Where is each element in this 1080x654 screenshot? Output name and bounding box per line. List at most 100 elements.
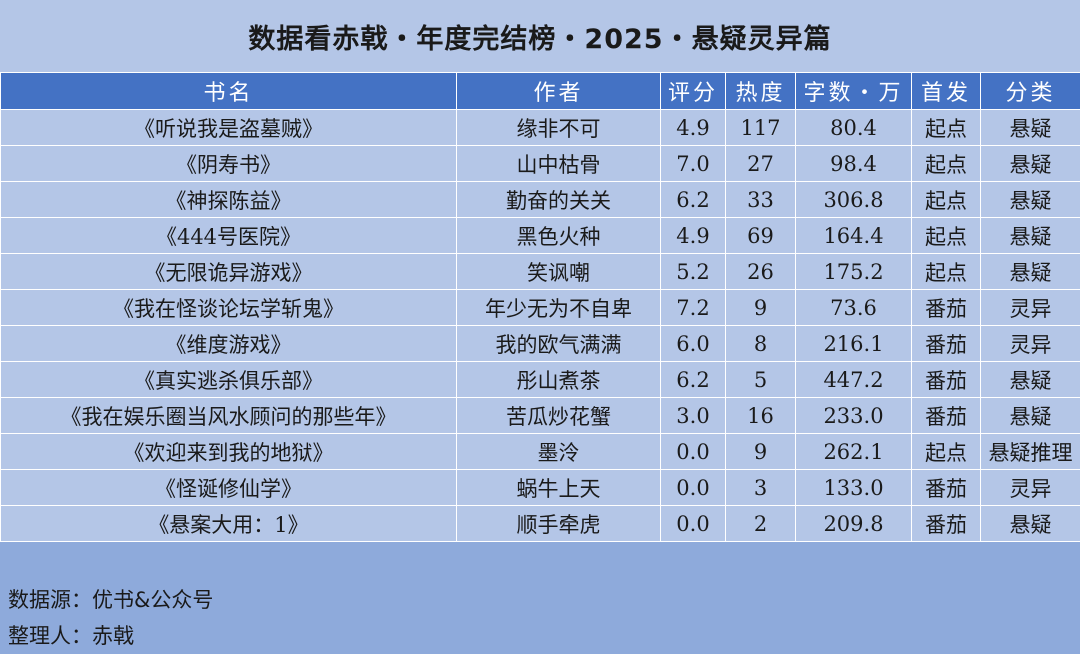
word-count-cell: 73.6 <box>796 290 912 326</box>
word-count-cell: 98.4 <box>796 146 912 182</box>
heat-cell: 117 <box>726 110 796 146</box>
heat-cell: 9 <box>726 434 796 470</box>
platform-cell: 起点 <box>912 146 981 182</box>
word-count-cell: 262.1 <box>796 434 912 470</box>
category-cell: 悬疑推理 <box>981 434 1080 470</box>
book-title-cell: 《维度游戏》 <box>1 326 457 362</box>
author-cell: 墨泠 <box>457 434 661 470</box>
platform-cell: 起点 <box>912 254 981 290</box>
score-cell: 3.0 <box>661 398 726 434</box>
book-title-cell: 《听说我是盗墓贼》 <box>1 110 457 146</box>
platform-cell: 番茄 <box>912 506 981 542</box>
header-score: 评分 <box>661 73 726 110</box>
heat-cell: 69 <box>726 218 796 254</box>
author-cell: 笑讽嘲 <box>457 254 661 290</box>
score-cell: 4.9 <box>661 110 726 146</box>
word-count-cell: 447.2 <box>796 362 912 398</box>
author-cell: 苦瓜炒花蟹 <box>457 398 661 434</box>
heat-cell: 26 <box>726 254 796 290</box>
score-cell: 0.0 <box>661 506 726 542</box>
word-count-cell: 175.2 <box>796 254 912 290</box>
platform-cell: 起点 <box>912 218 981 254</box>
word-count-cell: 209.8 <box>796 506 912 542</box>
category-cell: 悬疑 <box>981 146 1080 182</box>
heat-cell: 16 <box>726 398 796 434</box>
category-cell: 悬疑 <box>981 398 1080 434</box>
book-title-cell: 《神探陈益》 <box>1 182 457 218</box>
data-source-note: 数据源：优书&公众号 <box>8 582 213 618</box>
author-cell: 蜗牛上天 <box>457 470 661 506</box>
footer: 数据源：优书&公众号 整理人：赤戟 <box>8 582 213 654</box>
book-title-cell: 《我在怪谈论坛学斩鬼》 <box>1 290 457 326</box>
score-cell: 4.9 <box>661 218 726 254</box>
platform-cell: 番茄 <box>912 470 981 506</box>
score-cell: 0.0 <box>661 434 726 470</box>
author-cell: 我的欧气满满 <box>457 326 661 362</box>
author-cell: 山中枯骨 <box>457 146 661 182</box>
category-cell: 灵异 <box>981 290 1080 326</box>
page-title: 数据看赤戟・年度完结榜・2025・悬疑灵异篇 <box>0 0 1080 72</box>
score-cell: 0.0 <box>661 470 726 506</box>
book-title-cell: 《我在娱乐圈当风水顾问的那些年》 <box>1 398 457 434</box>
author-cell: 勤奋的关关 <box>457 182 661 218</box>
category-cell: 悬疑 <box>981 182 1080 218</box>
word-count-cell: 164.4 <box>796 218 912 254</box>
platform-cell: 起点 <box>912 434 981 470</box>
score-cell: 6.2 <box>661 182 726 218</box>
book-title-cell: 《444号医院》 <box>1 218 457 254</box>
category-cell: 悬疑 <box>981 362 1080 398</box>
score-cell: 5.2 <box>661 254 726 290</box>
score-cell: 7.0 <box>661 146 726 182</box>
heat-cell: 33 <box>726 182 796 218</box>
header-word-count: 字数・万 <box>796 73 912 110</box>
word-count-cell: 306.8 <box>796 182 912 218</box>
platform-cell: 起点 <box>912 182 981 218</box>
score-cell: 6.2 <box>661 362 726 398</box>
author-cell: 年少无为不自卑 <box>457 290 661 326</box>
word-count-cell: 233.0 <box>796 398 912 434</box>
category-cell: 悬疑 <box>981 110 1080 146</box>
category-cell: 灵异 <box>981 326 1080 362</box>
compiler-note: 整理人：赤戟 <box>8 618 213 654</box>
author-cell: 顺手牵虎 <box>457 506 661 542</box>
table-header-row: 书名 作者 评分 热度 字数・万 首发 分类 <box>1 73 1080 110</box>
score-cell: 6.0 <box>661 326 726 362</box>
category-cell: 悬疑 <box>981 254 1080 290</box>
header-author: 作者 <box>457 73 661 110</box>
word-count-cell: 216.1 <box>796 326 912 362</box>
author-cell: 黑色火种 <box>457 218 661 254</box>
header-heat: 热度 <box>726 73 796 110</box>
header-title: 书名 <box>1 73 457 110</box>
book-title-cell: 《悬案大用：1》 <box>1 506 457 542</box>
author-cell: 彤山煮茶 <box>457 362 661 398</box>
heat-cell: 27 <box>726 146 796 182</box>
book-title-cell: 《欢迎来到我的地狱》 <box>1 434 457 470</box>
word-count-cell: 133.0 <box>796 470 912 506</box>
book-title-cell: 《真实逃杀俱乐部》 <box>1 362 457 398</box>
author-cell: 缘非不可 <box>457 110 661 146</box>
book-title-cell: 《怪诞修仙学》 <box>1 470 457 506</box>
header-platform: 首发 <box>912 73 981 110</box>
category-cell: 悬疑 <box>981 506 1080 542</box>
score-cell: 7.2 <box>661 290 726 326</box>
platform-cell: 番茄 <box>912 326 981 362</box>
book-title-cell: 《无限诡异游戏》 <box>1 254 457 290</box>
heat-cell: 3 <box>726 470 796 506</box>
heat-cell: 2 <box>726 506 796 542</box>
category-cell: 灵异 <box>981 470 1080 506</box>
platform-cell: 番茄 <box>912 398 981 434</box>
